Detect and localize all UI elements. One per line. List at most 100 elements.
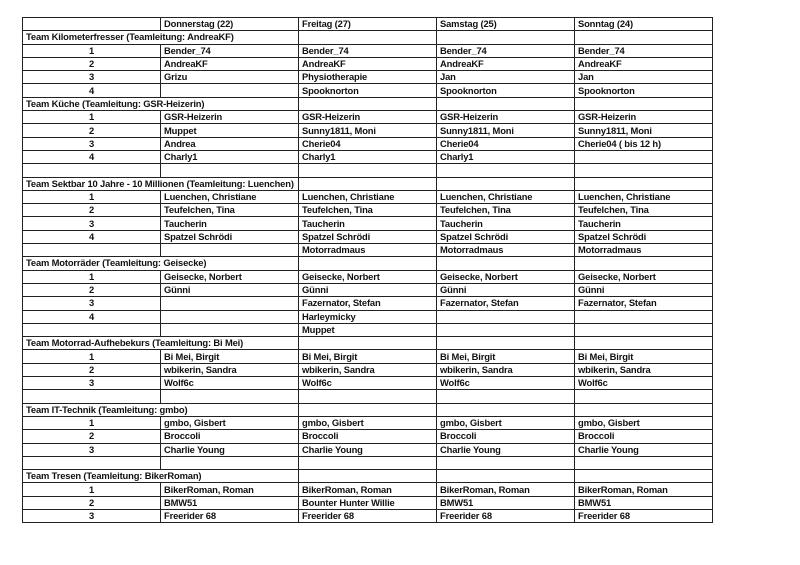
table-row: 3 Charlie Young Charlie Young Charlie Young… (22, 442, 713, 457)
name-cell: Geisecke, Norbert (574, 269, 713, 284)
name-cell: Muppet (160, 123, 299, 138)
empty-cell (436, 256, 575, 271)
table-row: 2 Broccoli Broccoli Broccoli Broccoli (22, 429, 713, 444)
name-cell: Charlie Young (574, 442, 713, 457)
name-cell: Geisecke, Norbert (160, 269, 299, 284)
empty-cell (436, 176, 575, 191)
name-cell (298, 389, 437, 404)
name-cell: Charlie Young (436, 442, 575, 457)
name-cell: Jan (436, 70, 575, 85)
name-cell: Bender_74 (160, 43, 299, 58)
slot-number: 1 (22, 189, 161, 205)
name-cell: Spatzel Schrödi (160, 229, 299, 245)
slot-number: 2 (22, 495, 161, 510)
name-cell: Freerider 68 (160, 508, 299, 524)
name-cell: BMW51 (436, 495, 575, 510)
day-header: Sonntag (24) (574, 16, 713, 32)
slot-number: 1 (22, 43, 161, 58)
name-cell: Günni (298, 282, 437, 298)
empty-cell (298, 336, 437, 351)
empty-cell (574, 256, 713, 271)
name-cell: Grizu (160, 70, 299, 85)
empty-cell (436, 402, 575, 417)
table-row: 3 Andrea Cherie04 Cherie04 Cherie04 ( bis 12… (22, 136, 713, 151)
name-cell: gmbo, Gisbert (298, 415, 437, 431)
name-cell: Motorradmaus (574, 243, 713, 258)
name-cell: Broccoli (160, 429, 299, 444)
name-cell: GSR-Heizerin (298, 110, 437, 125)
team-title: Team Kilometerfresser (Teamleitung: Andr… (22, 30, 299, 45)
slot-number (22, 322, 161, 338)
slot-number: 2 (22, 203, 161, 218)
name-cell: Bi Mei, Birgit (298, 349, 437, 364)
name-cell: Spatzel Schrödi (298, 229, 437, 245)
name-cell: Fazernator, Stefan (298, 296, 437, 311)
name-cell: Luenchen, Christiane (436, 189, 575, 205)
name-cell: wbikerin, Sandra (574, 362, 713, 378)
name-cell: Charly1 (298, 149, 437, 165)
name-cell: Cherie04 (298, 136, 437, 151)
team-title: Team Küche (Teamleitung: GSR-Heizerin) (22, 96, 299, 112)
table-row: 3 Fazernator, Stefan Fazernator, Stefan Faz… (22, 296, 713, 311)
name-cell: GSR-Heizerin (574, 110, 713, 125)
slot-number: 2 (22, 282, 161, 298)
table-row: 4 Charly1 Charly1 Charly1 (22, 149, 713, 165)
name-cell: Teufelchen, Tina (160, 203, 299, 218)
name-cell: Taucherin (160, 216, 299, 231)
team-row: Team Tresen (Teamleitung: BikerRoman) (22, 469, 713, 484)
name-cell: Harleymicky (298, 309, 437, 324)
name-cell (574, 163, 713, 178)
slot-number: 3 (22, 508, 161, 524)
name-cell: Wolf6c (436, 376, 575, 391)
table-row: 3 Grizu Physiotherapie Jan Jan (22, 70, 713, 85)
name-cell: Freerider 68 (436, 508, 575, 524)
name-cell: Broccoli (436, 429, 575, 444)
name-cell (436, 163, 575, 178)
table-row: 3 Taucherin Taucherin Taucherin Taucherin (22, 216, 713, 231)
name-cell: Luenchen, Christiane (574, 189, 713, 205)
name-cell: Teufelchen, Tina (436, 203, 575, 218)
name-cell: Luenchen, Christiane (298, 189, 437, 205)
table-row (22, 389, 713, 404)
table-row: Muppet (22, 322, 713, 338)
slot-number (22, 455, 161, 471)
name-cell: Teufelchen, Tina (298, 203, 437, 218)
table-row: Motorradmaus Motorradmaus Motorradmaus (22, 243, 713, 258)
name-cell: Bi Mei, Birgit (574, 349, 713, 364)
slot-number: 3 (22, 136, 161, 151)
name-cell: BMW51 (574, 495, 713, 510)
name-cell: gmbo, Gisbert (574, 415, 713, 431)
slot-number: 1 (22, 482, 161, 497)
name-cell: GSR-Heizerin (160, 110, 299, 125)
name-cell: wbikerin, Sandra (436, 362, 575, 378)
team-row: Team IT-Technik (Teamleitung: gmbo) (22, 402, 713, 417)
slot-number: 1 (22, 415, 161, 431)
table-row: 2 Günni Günni Günni Günni (22, 282, 713, 298)
team-title: Team IT-Technik (Teamleitung: gmbo) (22, 402, 299, 417)
name-cell: BikerRoman, Roman (574, 482, 713, 497)
team-row: Team Sektbar 10 Jahre - 10 Millionen (Te… (22, 176, 713, 191)
slot-number: 4 (22, 83, 161, 98)
name-cell: AndreaKF (436, 56, 575, 72)
slot-number: 4 (22, 229, 161, 245)
empty-cell (436, 336, 575, 351)
table-row: 4 Spooknorton Spooknorton Spooknorton (22, 83, 713, 98)
name-cell (436, 322, 575, 338)
table-row: 2 AndreaKF AndreaKF AndreaKF AndreaKF (22, 56, 713, 72)
table-row: 3 Wolf6c Wolf6c Wolf6c Wolf6c (22, 376, 713, 391)
empty-cell (298, 402, 437, 417)
schedule-table: Donnerstag (22) Freitag (27) Samstag (25) S… (22, 16, 713, 524)
name-cell: wbikerin, Sandra (298, 362, 437, 378)
name-cell (160, 83, 299, 98)
name-cell: Broccoli (298, 429, 437, 444)
name-cell (160, 322, 299, 338)
name-cell: Spatzel Schrödi (436, 229, 575, 245)
name-cell: Bounter Hunter Willie (298, 495, 437, 510)
name-cell: Cherie04 (436, 136, 575, 151)
name-cell (574, 322, 713, 338)
name-cell: Spooknorton (574, 83, 713, 98)
slot-number: 1 (22, 349, 161, 364)
table-row (22, 455, 713, 471)
empty-cell (436, 30, 575, 45)
name-cell: GSR-Heizerin (436, 110, 575, 125)
